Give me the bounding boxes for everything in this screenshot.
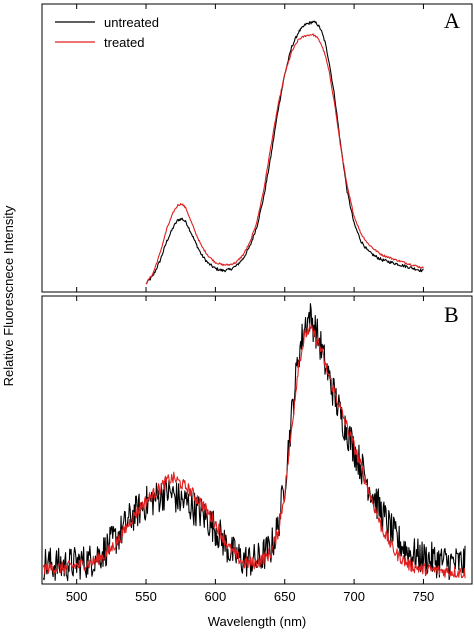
panel-b-series (42, 303, 466, 582)
panel-a-frame (41, 3, 473, 293)
panel-b: B (41, 295, 473, 585)
panel-a-series-treated (145, 33, 424, 285)
legend-label-treated: treated (104, 35, 144, 50)
panel-b-series-treated (42, 322, 466, 579)
legend-label-untreated: untreated (104, 15, 159, 30)
x-axis-title: Wavelength (nm) (208, 614, 307, 629)
x-tick-label-700: 700 (343, 589, 365, 604)
panel-b-x-ticks (76, 296, 424, 584)
x-tick-label-500: 500 (66, 589, 88, 604)
x-tick-labels: 500 550 600 650 700 750 (66, 589, 434, 604)
panel-b-frame (41, 295, 473, 585)
panel-a-series (145, 20, 424, 285)
panel-a-letter: A (444, 8, 460, 33)
x-tick-label-650: 650 (274, 589, 296, 604)
x-tick-label-600: 600 (205, 589, 227, 604)
legend: untreated treated (55, 15, 159, 50)
panel-a: A untreated treated (41, 3, 473, 293)
panel-b-letter: B (444, 302, 459, 327)
x-tick-label-750: 750 (413, 589, 435, 604)
x-tick-label-550: 550 (135, 589, 157, 604)
panel-a-series-untreated (145, 20, 424, 284)
panel-b-series-untreated (42, 303, 466, 582)
y-axis-title: Relative Fluorescnece Intensity (1, 205, 16, 386)
panel-a-x-ticks (76, 4, 424, 292)
